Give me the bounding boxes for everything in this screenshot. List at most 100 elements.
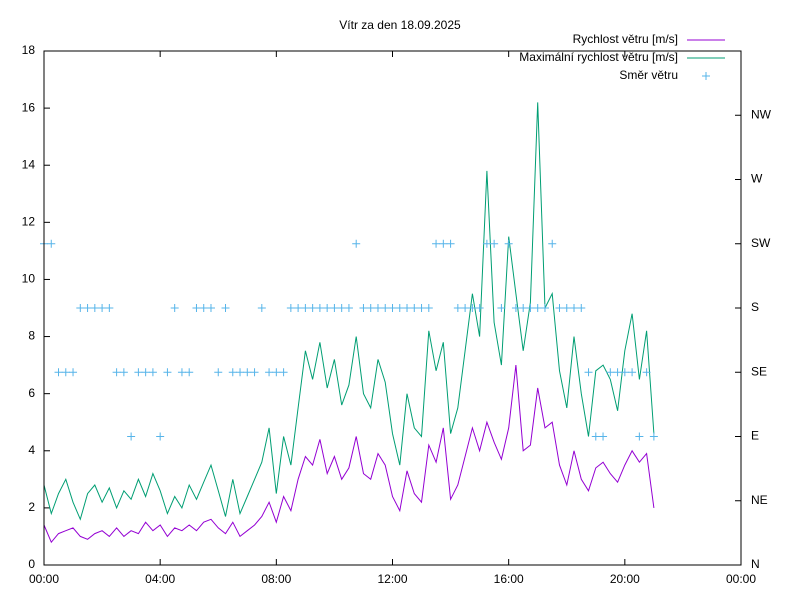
- y2-tick-label: N: [751, 557, 760, 571]
- direction-point: [599, 432, 608, 441]
- legend-swatch: [702, 72, 710, 80]
- direction-point: [76, 304, 85, 312]
- direction-point: [286, 304, 295, 312]
- direction-point: [119, 368, 128, 377]
- direction-point: [134, 368, 143, 377]
- direction-point: [606, 368, 615, 377]
- direction-point: [177, 368, 186, 377]
- direction-point: [649, 432, 658, 441]
- x-tick-label: 16:00: [494, 572, 524, 586]
- y2-tick-label: S: [751, 300, 759, 314]
- direction-point: [156, 432, 165, 441]
- direction-point: [642, 368, 651, 377]
- direction-point: [330, 304, 339, 312]
- direction-point: [424, 304, 433, 312]
- y-tick-label: 6: [28, 386, 35, 400]
- y-tick-label: 16: [22, 100, 36, 114]
- direction-point: [206, 304, 215, 312]
- direction-point: [272, 368, 281, 377]
- x-tick-label: 20:00: [610, 572, 640, 586]
- y2-tick-label: NW: [751, 107, 772, 121]
- y-tick-label: 18: [22, 43, 36, 57]
- direction-point: [388, 304, 397, 312]
- series-line: [43, 365, 655, 544]
- direction-point: [591, 432, 600, 441]
- direction-point: [548, 239, 557, 248]
- direction-point: [403, 304, 412, 312]
- direction-point: [352, 239, 361, 248]
- direction-point: [315, 304, 324, 312]
- direction-point: [453, 304, 462, 312]
- direction-point: [185, 368, 194, 377]
- direction-point: [301, 304, 310, 312]
- direction-point: [337, 304, 346, 312]
- direction-point: [570, 304, 579, 312]
- direction-point: [344, 304, 353, 312]
- direction-point: [192, 304, 201, 312]
- direction-point: [127, 432, 136, 441]
- direction-point: [613, 368, 622, 377]
- direction-point: [236, 368, 245, 377]
- direction-point: [526, 304, 535, 312]
- direction-point: [163, 368, 172, 377]
- direction-point: [199, 304, 208, 312]
- direction-point: [584, 368, 593, 377]
- direction-point: [577, 304, 586, 312]
- y2-tick-label: SW: [751, 236, 771, 250]
- chart-title: Vítr za den 18.09.2025: [339, 18, 461, 32]
- x-tick-label: 08:00: [261, 572, 291, 586]
- direction-point: [98, 304, 107, 312]
- y-tick-label: 12: [22, 215, 36, 229]
- direction-point: [265, 368, 274, 377]
- y-tick-label: 8: [28, 329, 35, 343]
- direction-point: [628, 368, 637, 377]
- direction-point: [308, 304, 317, 312]
- direction-point: [112, 368, 121, 377]
- y2-tick-label: E: [751, 429, 759, 443]
- direction-point: [323, 304, 332, 312]
- direction-point: [148, 368, 157, 377]
- direction-point: [214, 368, 223, 377]
- direction-point: [432, 239, 441, 248]
- direction-point: [83, 304, 92, 312]
- direction-point: [90, 304, 99, 312]
- direction-point: [497, 304, 506, 312]
- direction-point: [410, 304, 419, 312]
- direction-point: [243, 368, 252, 377]
- direction-point: [228, 368, 237, 377]
- direction-point: [366, 304, 375, 312]
- direction-point: [395, 304, 404, 312]
- x-tick-label: 04:00: [145, 572, 175, 586]
- direction-point: [540, 304, 549, 312]
- direction-point: [635, 432, 644, 441]
- direction-point: [519, 304, 528, 312]
- direction-point: [69, 368, 78, 377]
- direction-point: [461, 304, 470, 312]
- direction-point: [468, 304, 477, 312]
- direction-point: [250, 368, 259, 377]
- direction-point: [446, 239, 455, 248]
- direction-point: [221, 304, 230, 312]
- x-tick-label: 12:00: [377, 572, 407, 586]
- direction-point: [620, 368, 629, 377]
- direction-point: [170, 304, 179, 312]
- y-tick-label: 14: [22, 157, 36, 171]
- legend-label: Rychlost větru [m/s]: [573, 32, 678, 46]
- direction-point: [47, 239, 56, 248]
- x-tick-label: 00:00: [29, 572, 59, 586]
- y-tick-label: 0: [28, 557, 35, 571]
- direction-point: [105, 304, 114, 312]
- y-tick-label: 10: [22, 272, 36, 286]
- legend-label: Maximální rychlost větru [m/s]: [519, 50, 678, 64]
- direction-point: [381, 304, 390, 312]
- direction-point: [54, 368, 63, 377]
- direction-point: [439, 239, 448, 248]
- y2-tick-label: W: [751, 172, 763, 186]
- direction-point: [533, 304, 542, 312]
- direction-point: [61, 368, 70, 377]
- x-tick-label: 00:00: [726, 572, 756, 586]
- y2-tick-label: SE: [751, 364, 767, 378]
- legend-label: Směr větru: [619, 68, 678, 82]
